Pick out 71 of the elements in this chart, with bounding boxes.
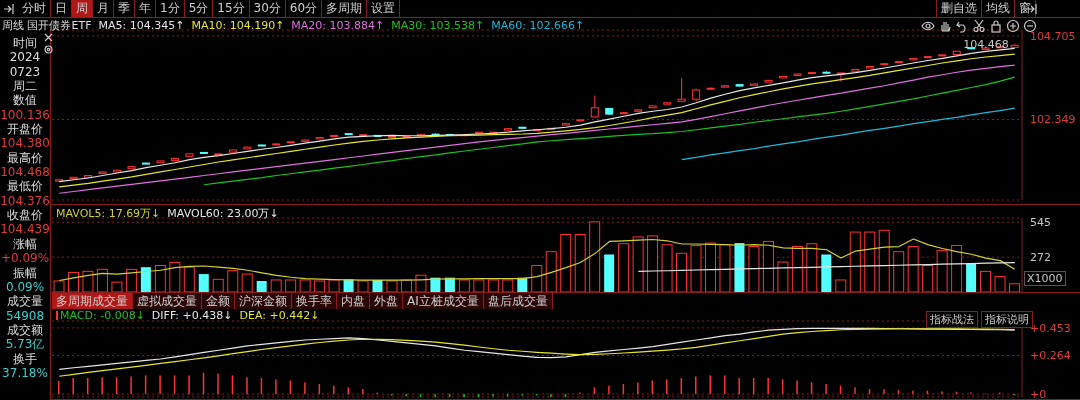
- y-tick-label: 104.705: [1030, 29, 1076, 43]
- y-tick-label: +0.453: [1030, 321, 1071, 335]
- text: 100.136: [0, 107, 50, 123]
- text: 周二: [12, 79, 38, 94]
- text: 30分: [249, 0, 286, 17]
- text: MA5: 104.345↑: [98, 18, 185, 33]
- text: 虚拟成交量: [133, 293, 202, 309]
- text: 104.380: [0, 136, 50, 151]
- text: 窗: [1015, 0, 1036, 17]
- text: +0.09%: [0, 251, 50, 266]
- text: 分时: [18, 0, 51, 17]
- annotation: 104.468: [963, 38, 1009, 52]
- text: 成交量: [6, 294, 44, 309]
- text: MA60: 102.666↑: [491, 18, 585, 33]
- series-label: DEA: +0.442↓: [239, 309, 320, 322]
- text: 季: [114, 0, 135, 17]
- text: 日: [51, 0, 72, 17]
- text: 104.439: [0, 222, 50, 237]
- legend-label: MACD: -0.008↓: [59, 309, 145, 322]
- text: 外盘: [370, 293, 403, 309]
- text: 换手: [12, 351, 38, 366]
- text: 15分: [213, 0, 250, 17]
- text: 内盘: [337, 293, 370, 309]
- y-tick-label: 545: [1030, 216, 1051, 230]
- text: MAVOL60: 23.00万↓: [167, 206, 279, 221]
- text: 时间: [12, 36, 38, 51]
- text: 涨幅: [12, 236, 38, 252]
- text: 2024: [8, 50, 42, 65]
- text: 5.73亿: [4, 337, 46, 352]
- text: DIFF: +0.438↓: [151, 309, 233, 322]
- y-tick-label: 272: [1030, 251, 1051, 265]
- chart-title: 周线 国开债券ETF: [2, 18, 92, 33]
- text: 设置: [367, 0, 401, 17]
- text: 振幅: [12, 265, 38, 280]
- text: 最高价: [6, 150, 44, 166]
- y-tick-label: +0: [1030, 387, 1047, 400]
- text: 盘后成交量: [483, 293, 553, 309]
- text: 37.18%: [1, 365, 49, 381]
- text: 1分: [156, 0, 185, 17]
- text: AI立桩成交量: [403, 293, 484, 309]
- text: MA10: 104.190↑: [191, 18, 285, 33]
- text: 104.468: [0, 165, 50, 180]
- text: 60分: [285, 0, 323, 17]
- text: 0.09%: [4, 279, 46, 295]
- text: 多周期: [322, 0, 368, 17]
- text: 104.376: [0, 193, 50, 209]
- text: MA20: 103.884↑: [291, 18, 385, 33]
- text: 0723: [8, 64, 42, 80]
- text: 成交额: [6, 322, 44, 338]
- text: 最低价: [6, 179, 44, 194]
- text: 多周期成交量: [52, 293, 133, 309]
- annotation: 指标战法: [926, 311, 978, 328]
- y-tick-label: 102.349: [1030, 113, 1076, 127]
- text: 换手率: [292, 293, 337, 309]
- text: 月: [93, 0, 114, 17]
- text: 收盘价: [6, 208, 44, 223]
- annotation: 指标说明: [985, 313, 1029, 326]
- text: 沪深金额: [235, 293, 292, 309]
- text: 删自选: [937, 0, 982, 17]
- text: MA30: 103.538↑: [391, 18, 485, 33]
- y-axis-title: X1000: [1024, 271, 1066, 286]
- text: 均线: [982, 0, 1015, 17]
- y-tick-label: +0.264: [1030, 349, 1071, 363]
- text: MAVOL5: 17.69万↓: [56, 206, 161, 221]
- text: 5分: [184, 0, 214, 17]
- text: 周: [72, 0, 93, 17]
- text: 54908: [4, 308, 46, 323]
- text: 金额: [202, 293, 235, 309]
- text: 年: [135, 0, 156, 17]
- text: 数值: [12, 93, 38, 108]
- text: 开盘价: [6, 122, 44, 137]
